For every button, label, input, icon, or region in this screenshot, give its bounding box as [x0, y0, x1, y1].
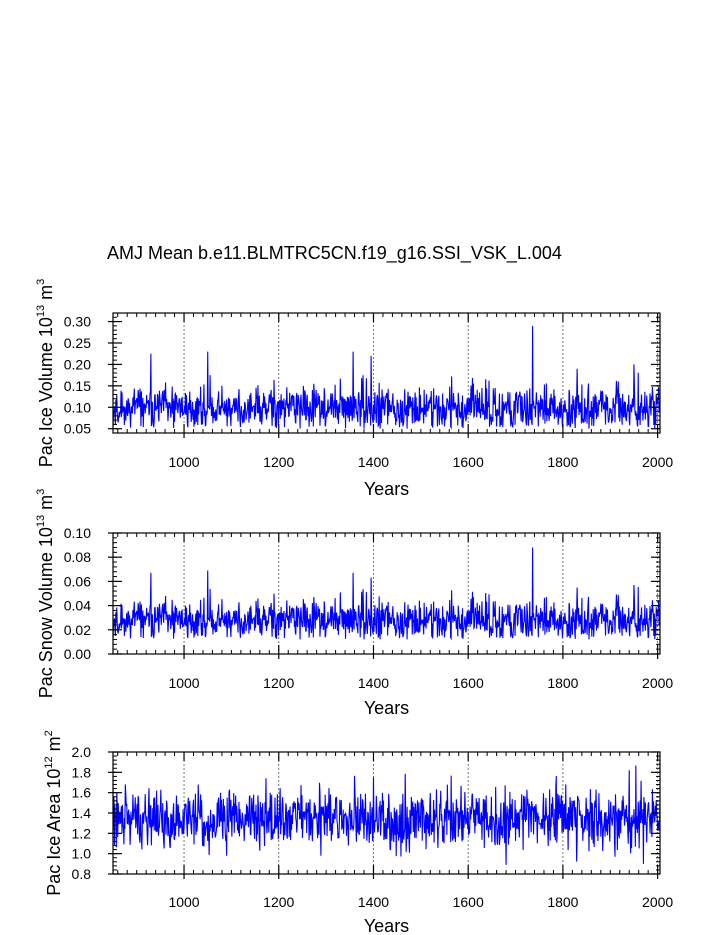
x-tick-label-1600: 1600 [453, 675, 484, 691]
x-tick-label-1600: 1600 [453, 454, 484, 470]
y-axis-label: Pac Snow Volume 1013 m3 [35, 489, 56, 698]
y-tick-label-0.08: 0.08 [64, 549, 91, 565]
data-series-line [112, 765, 661, 865]
y-tick-label-2.0: 2.0 [72, 744, 92, 760]
x-tick-label-1400: 1400 [358, 894, 389, 910]
x-axis-label: Years [364, 698, 409, 718]
y-tick-label-1.0: 1.0 [72, 846, 92, 862]
x-tick-label-1200: 1200 [263, 454, 294, 470]
y-tick-label-1.8: 1.8 [72, 764, 92, 780]
y-tick-label-0.15: 0.15 [64, 378, 91, 394]
x-tick-label-1400: 1400 [358, 675, 389, 691]
y-tick-label-0.30: 0.30 [64, 314, 91, 330]
y-tick-label-0.05: 0.05 [64, 421, 91, 437]
x-tick-label-1600: 1600 [453, 894, 484, 910]
figure-title: AMJ Mean b.e11.BLMTRC5CN.f19_g16.SSI_VSK… [107, 243, 562, 264]
y-tick-label-1.6: 1.6 [72, 785, 92, 801]
x-tick-label-1400: 1400 [358, 454, 389, 470]
x-axis-label: Years [364, 916, 409, 935]
x-tick-label-1000: 1000 [168, 894, 199, 910]
y-tick-label-0.8: 0.8 [72, 866, 92, 882]
y-tick-label-0.10: 0.10 [64, 399, 91, 415]
x-tick-label-1800: 1800 [547, 454, 578, 470]
chart-panel-1: 1000 1200 1400 1600 1800 2000 0.05 0.10 0.15 0.20… [35, 279, 673, 499]
data-series-line [112, 325, 661, 430]
y-tick-label-1.4: 1.4 [72, 805, 92, 821]
y-tick-label-0.25: 0.25 [64, 335, 91, 351]
chart-panel-3: 1000 1200 1400 1600 1800 2000 0.8 1.0 1.2 1.4 1.6 1… [43, 730, 673, 935]
x-tick-label-2000: 2000 [642, 894, 673, 910]
y-tick-label-0.02: 0.02 [64, 622, 91, 638]
plot-frame [112, 532, 661, 655]
y-tick-label-0.04: 0.04 [64, 598, 91, 614]
x-tick-label-2000: 2000 [642, 675, 673, 691]
chart-panel-2: 1000 1200 1400 1600 1800 2000 0.00 0.02 0.04 0.06… [35, 489, 673, 718]
data-series-line [112, 547, 661, 641]
y-tick-label-0.10: 0.10 [64, 525, 91, 541]
x-tick-label-1800: 1800 [547, 894, 578, 910]
y-tick-label-0.20: 0.20 [64, 356, 91, 372]
x-tick-label-1000: 1000 [168, 454, 199, 470]
x-tick-label-2000: 2000 [642, 454, 673, 470]
x-tick-label-1800: 1800 [547, 675, 578, 691]
y-tick-label-1.2: 1.2 [72, 825, 92, 841]
x-tick-label-1200: 1200 [263, 675, 294, 691]
x-tick-label-1000: 1000 [168, 675, 199, 691]
y-tick-label-0.00: 0.00 [64, 646, 91, 662]
y-tick-label-0.06: 0.06 [64, 573, 91, 589]
x-tick-label-1200: 1200 [263, 894, 294, 910]
y-axis-label: Pac Ice Volume 1013 m3 [35, 279, 56, 467]
y-axis-label: Pac Ice Area 1012 m2 [43, 730, 64, 895]
x-axis-label: Years [364, 479, 409, 499]
